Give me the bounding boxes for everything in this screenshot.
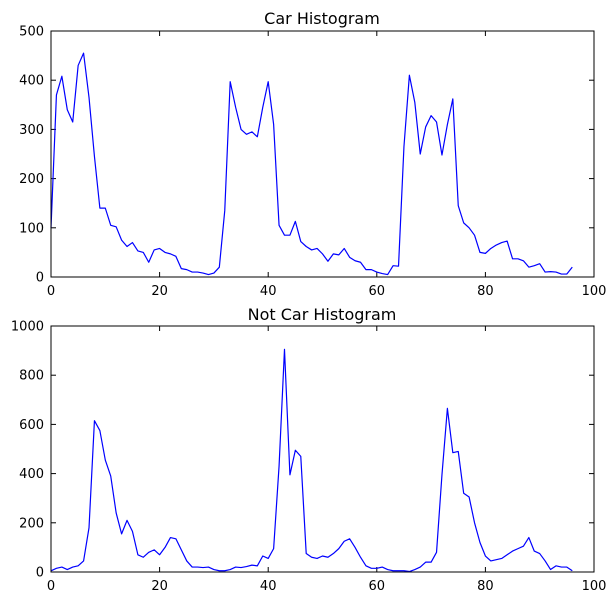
y-tick-label: 200 <box>19 516 44 531</box>
not-car-histogram-panel: Not Car Histogram 0 20 40 60 80 1000200400600… <box>11 305 607 594</box>
y-tick-label: 800 <box>19 369 44 384</box>
y-tick-label: 0 <box>36 271 44 286</box>
x-tick-label: 80 <box>477 284 494 299</box>
x-tick-label: 60 <box>369 579 386 594</box>
y-tick-label: 300 <box>19 123 44 138</box>
series-group <box>50 348 573 573</box>
x-tick-label: 20 <box>151 579 168 594</box>
y-tick-label: 1000 <box>11 320 44 335</box>
x-tick-label: 60 <box>369 284 386 299</box>
series-group <box>50 52 573 276</box>
plot-frame <box>50 30 595 278</box>
x-tick-label: 100 <box>582 579 607 594</box>
x-tick-label: 100 <box>582 284 607 299</box>
x-tick-label: 80 <box>477 579 494 594</box>
x-tick-label: 40 <box>260 579 277 594</box>
x-tick-label: 0 <box>47 579 55 594</box>
y-tick-label: 400 <box>19 74 44 89</box>
y-tick-label: 600 <box>19 418 44 433</box>
series-line <box>50 348 573 573</box>
y-tick-label: 200 <box>19 172 44 187</box>
chart-title: Car Histogram <box>264 9 380 28</box>
series-line <box>50 52 573 276</box>
y-tick-label: 400 <box>19 467 44 482</box>
plot-frame <box>50 325 595 573</box>
x-tick-label: 20 <box>151 284 168 299</box>
car-histogram-panel: Car Histogram 0 20 40 60 80 100 0 100 200 300 400 5… <box>19 9 606 299</box>
x-tick-label: 0 <box>47 284 55 299</box>
y-tick-label: 500 <box>19 25 44 40</box>
y-tick-label: 0 <box>36 566 44 581</box>
tick-group: 0 20 40 60 80 100 0 100 200 300 400 500 <box>19 25 606 300</box>
y-tick-label: 100 <box>19 221 44 236</box>
chart-title: Not Car Histogram <box>248 305 397 324</box>
x-tick-label: 40 <box>260 284 277 299</box>
